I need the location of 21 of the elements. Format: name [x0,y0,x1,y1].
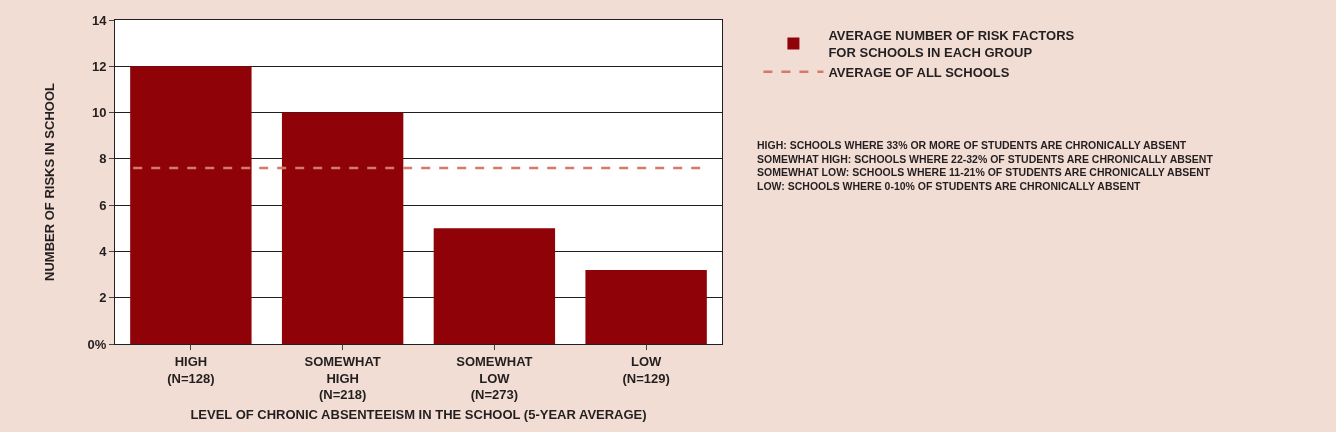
y-tick-label: 14 [91,12,108,28]
y-tick-label: 8 [99,151,107,167]
legend-label: AVERAGE OF ALL SCHOOLS [828,64,1010,80]
x-tick-label: LOW (N=129) [622,353,670,386]
y-tick-label: 0% [87,336,107,352]
x-tick-label: SOMEWHAT LOW (N=273) [456,353,533,403]
bar [585,269,707,344]
x-tick-label: SOMEWHAT HIGH (N=218) [304,353,381,403]
legend-label: AVERAGE NUMBER OF RISK FACTORS FOR SCHOOLS IN EACH GROUP [828,28,1075,60]
y-tick-label: 12 [91,58,107,74]
y-tick-label: 10 [91,105,107,121]
y-tick-label: 6 [99,197,107,213]
y-axis-title: NUMBER OF RISKS IN SCHOOL [41,83,57,281]
text: HIGH: SCHOOLS WHERE 33% OR MORE OF STUDENTS ARE CHRONICALLY ABSENT SOMEWHAT HIGH: SCHOOLS WHERE 22-32% OF STUDENTS ARE CHRONICALLY ABSENT SOMEWHAT LOW: SCHOOLS WHERE 11-21% OF STUDENTS ARE CHRONICALLY ABSENT LOW: SCHOOLS WHERE 0-10% OF STUDENTS ARE CHRONICALLY ABSENT [757,139,1214,192]
x-axis-title: LEVEL OF CHRONIC ABSENTEEISM IN THE SCHOOL (5-YEAR AVERAGE) [190,407,647,422]
bar [130,66,252,344]
y-tick-label: 2 [99,290,107,306]
bar [433,228,556,344]
bar [281,112,404,344]
y-tick-label: 4 [99,243,108,259]
x-tick-label: HIGH (N=128) [167,353,215,386]
